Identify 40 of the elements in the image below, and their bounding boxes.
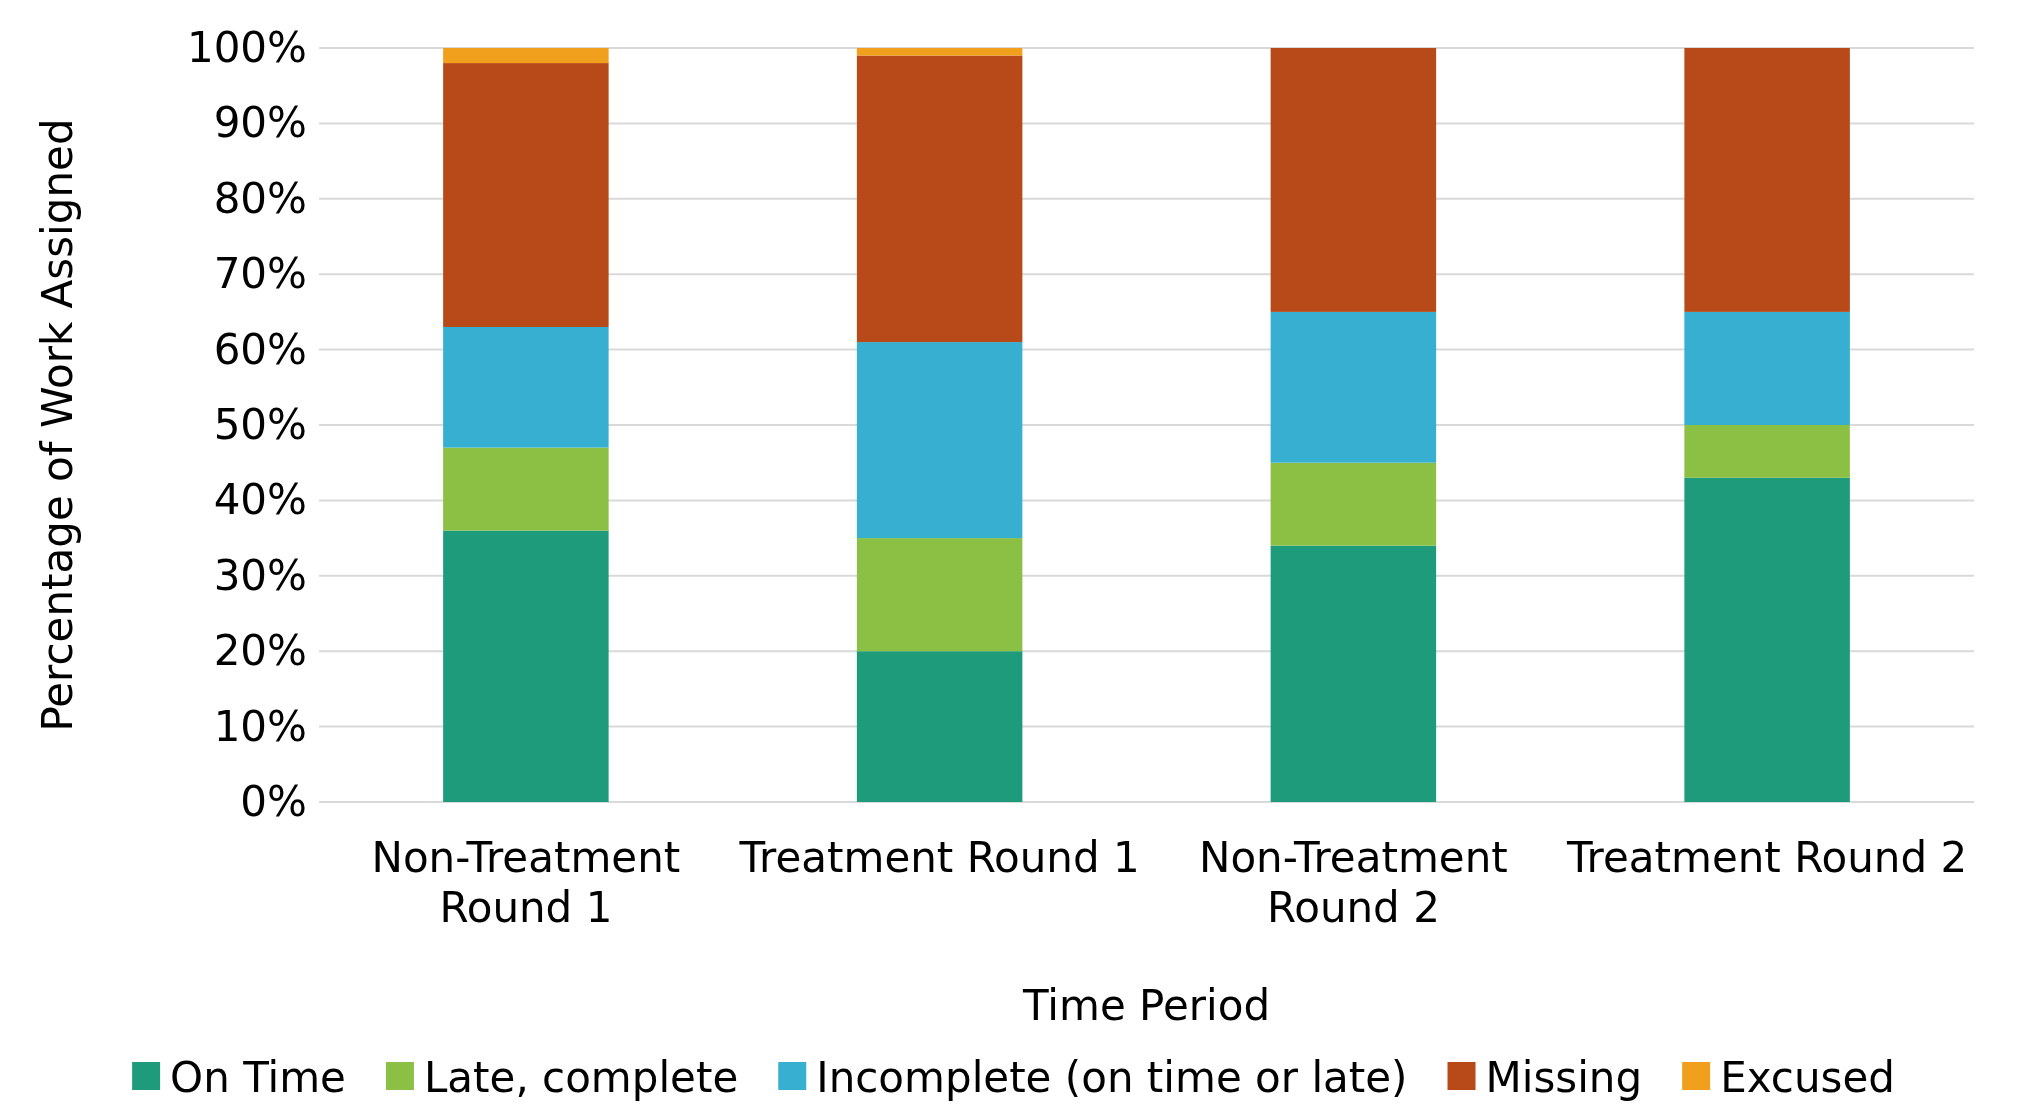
y-tick-label: 100% (186, 22, 307, 72)
y-tick-label: 30% (213, 550, 307, 600)
y-tick-label: 40% (213, 475, 307, 525)
bar (856, 48, 1023, 56)
bar (443, 326, 609, 448)
bar (856, 55, 1023, 343)
bar (1684, 477, 1850, 802)
bar (443, 447, 609, 531)
bar (443, 530, 609, 802)
bar (443, 63, 609, 327)
bar (443, 48, 609, 64)
bar (1270, 311, 1437, 463)
bar (1684, 425, 1850, 478)
y-tick-label: 20% (213, 626, 307, 676)
bar (1684, 48, 1850, 312)
x-tick-label: Treatment Round 2 (1566, 832, 1968, 882)
bar (1270, 545, 1437, 802)
legend-label: Incomplete (on time or late) (816, 1053, 1408, 1102)
bar (1270, 462, 1437, 546)
y-axis-title: Percentage of Work Assigned (33, 118, 82, 732)
bar (1270, 48, 1437, 312)
bar (856, 538, 1023, 652)
bar (856, 342, 1023, 539)
bar (1684, 311, 1850, 425)
legend-label: Late, complete (423, 1053, 739, 1102)
y-tick-label: 0% (240, 776, 307, 826)
y-tick-label: 60% (213, 324, 307, 374)
y-tick-label: 70% (213, 249, 307, 299)
y-tick-label: 90% (213, 98, 307, 148)
legend-label: Excused (1720, 1053, 1895, 1102)
x-tick-label: Non-Treatment Round 2 (1199, 832, 1508, 933)
x-tick-label: Non-Treatment Round 1 (371, 832, 681, 933)
bar (856, 651, 1023, 802)
y-tick-label: 80% (213, 173, 307, 223)
x-tick-label: Treatment Round 1 (738, 832, 1140, 882)
x-axis-title: Time Period (1021, 981, 1271, 1030)
legend-label: On Time (170, 1053, 346, 1102)
y-tick-label: 50% (213, 399, 307, 449)
legend-label: Missing (1485, 1053, 1643, 1102)
y-tick-label: 10% (213, 701, 307, 751)
